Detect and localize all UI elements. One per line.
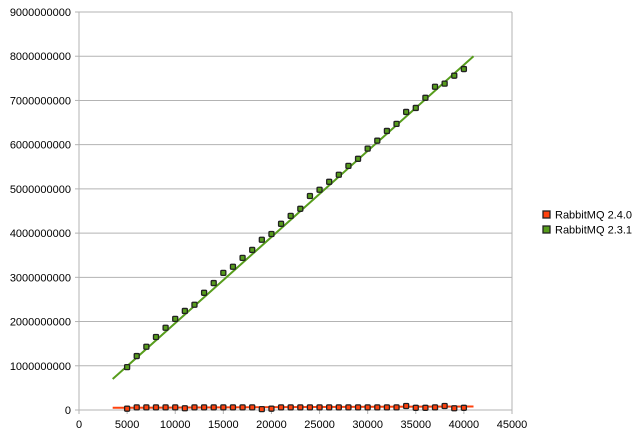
data-point: [403, 402, 410, 410]
x-tick-label: 10000: [160, 419, 191, 431]
data-point: [287, 404, 294, 411]
legend-marker: [542, 225, 551, 234]
data-point: [239, 404, 246, 411]
y-tick-label: 7000000000: [10, 95, 71, 107]
y-tick-label: 0: [65, 405, 71, 417]
data-point: [191, 404, 198, 411]
x-tick-label: 15000: [208, 419, 239, 431]
data-point: [364, 404, 371, 411]
data-point: [220, 269, 227, 277]
data-point: [133, 352, 140, 360]
y-tick-label: 5000000000: [10, 184, 71, 196]
x-tick-label: 5000: [115, 419, 139, 431]
data-point: [200, 289, 208, 296]
data-point: [258, 236, 265, 243]
data-point: [200, 404, 208, 411]
data-point: [374, 404, 381, 411]
data-point: [229, 263, 237, 270]
data-point: [403, 108, 410, 116]
y-tick-label: 8000000000: [10, 51, 71, 63]
data-point: [143, 343, 150, 350]
data-point: [326, 404, 333, 411]
data-point: [364, 145, 371, 152]
data-point: [277, 404, 285, 411]
data-point: [277, 220, 285, 227]
data-point: [374, 137, 381, 144]
data-point: [220, 404, 227, 411]
data-point: [152, 404, 160, 411]
data-point: [268, 230, 275, 238]
data-point: [460, 65, 468, 73]
data-point: [326, 178, 333, 185]
data-point: [393, 404, 400, 411]
data-point: [258, 405, 265, 413]
y-tick-label: 6000000000: [10, 140, 71, 152]
data-point: [354, 404, 362, 411]
data-point: [460, 404, 468, 411]
x-tick-label: 45000: [497, 419, 528, 431]
data-point: [345, 404, 352, 411]
data-point: [172, 315, 179, 323]
data-point: [412, 104, 419, 112]
data-point: [162, 324, 169, 331]
x-tick-label: 35000: [400, 419, 431, 431]
data-point: [297, 205, 304, 212]
data-point: [181, 307, 188, 315]
data-point: [239, 254, 246, 262]
data-point: [297, 404, 304, 411]
x-tick-label: 25000: [304, 419, 335, 431]
data-point: [345, 162, 352, 170]
data-point: [451, 72, 458, 79]
data-point: [431, 404, 439, 411]
data-point: [249, 246, 256, 254]
data-point: [133, 404, 140, 411]
data-point: [249, 404, 256, 411]
data-point: [191, 301, 198, 308]
data-point: [422, 94, 429, 101]
data-point: [441, 80, 448, 87]
legend-label: RabbitMQ 2.4.0: [555, 210, 632, 222]
data-point: [383, 127, 391, 135]
x-tick-label: 0: [76, 419, 82, 431]
y-tick-label: 9000000000: [10, 7, 71, 19]
legend-label: RabbitMQ 2.3.1: [555, 225, 632, 237]
data-point: [123, 405, 131, 412]
data-point: [383, 404, 391, 411]
data-point: [441, 402, 448, 410]
y-tick-label: 3000000000: [10, 272, 71, 284]
data-point: [210, 279, 217, 287]
data-point: [422, 404, 429, 411]
data-point: [268, 405, 275, 412]
data-point: [152, 333, 160, 341]
data-point: [229, 404, 237, 411]
data-point: [162, 404, 169, 411]
x-tick-label: 20000: [256, 419, 287, 431]
data-point: [431, 83, 439, 90]
data-point: [172, 404, 179, 411]
data-point: [335, 404, 342, 411]
y-tick-label: 1000000000: [10, 361, 71, 373]
data-point: [393, 120, 400, 128]
data-point: [210, 404, 217, 411]
data-point: [316, 186, 323, 193]
data-point: [354, 155, 362, 162]
data-point: [451, 405, 458, 412]
x-tick-label: 40000: [449, 419, 480, 431]
data-point: [287, 212, 294, 220]
data-point: [412, 404, 419, 411]
data-point: [316, 404, 323, 411]
data-point: [181, 405, 188, 412]
data-point: [123, 363, 131, 371]
legend-marker: [542, 210, 551, 219]
x-tick-label: 30000: [352, 419, 383, 431]
y-tick-label: 2000000000: [10, 317, 71, 329]
data-point: [306, 404, 314, 411]
data-point: [143, 404, 150, 411]
data-point: [306, 192, 314, 200]
data-point: [335, 171, 342, 178]
y-tick-label: 4000000000: [10, 228, 71, 240]
